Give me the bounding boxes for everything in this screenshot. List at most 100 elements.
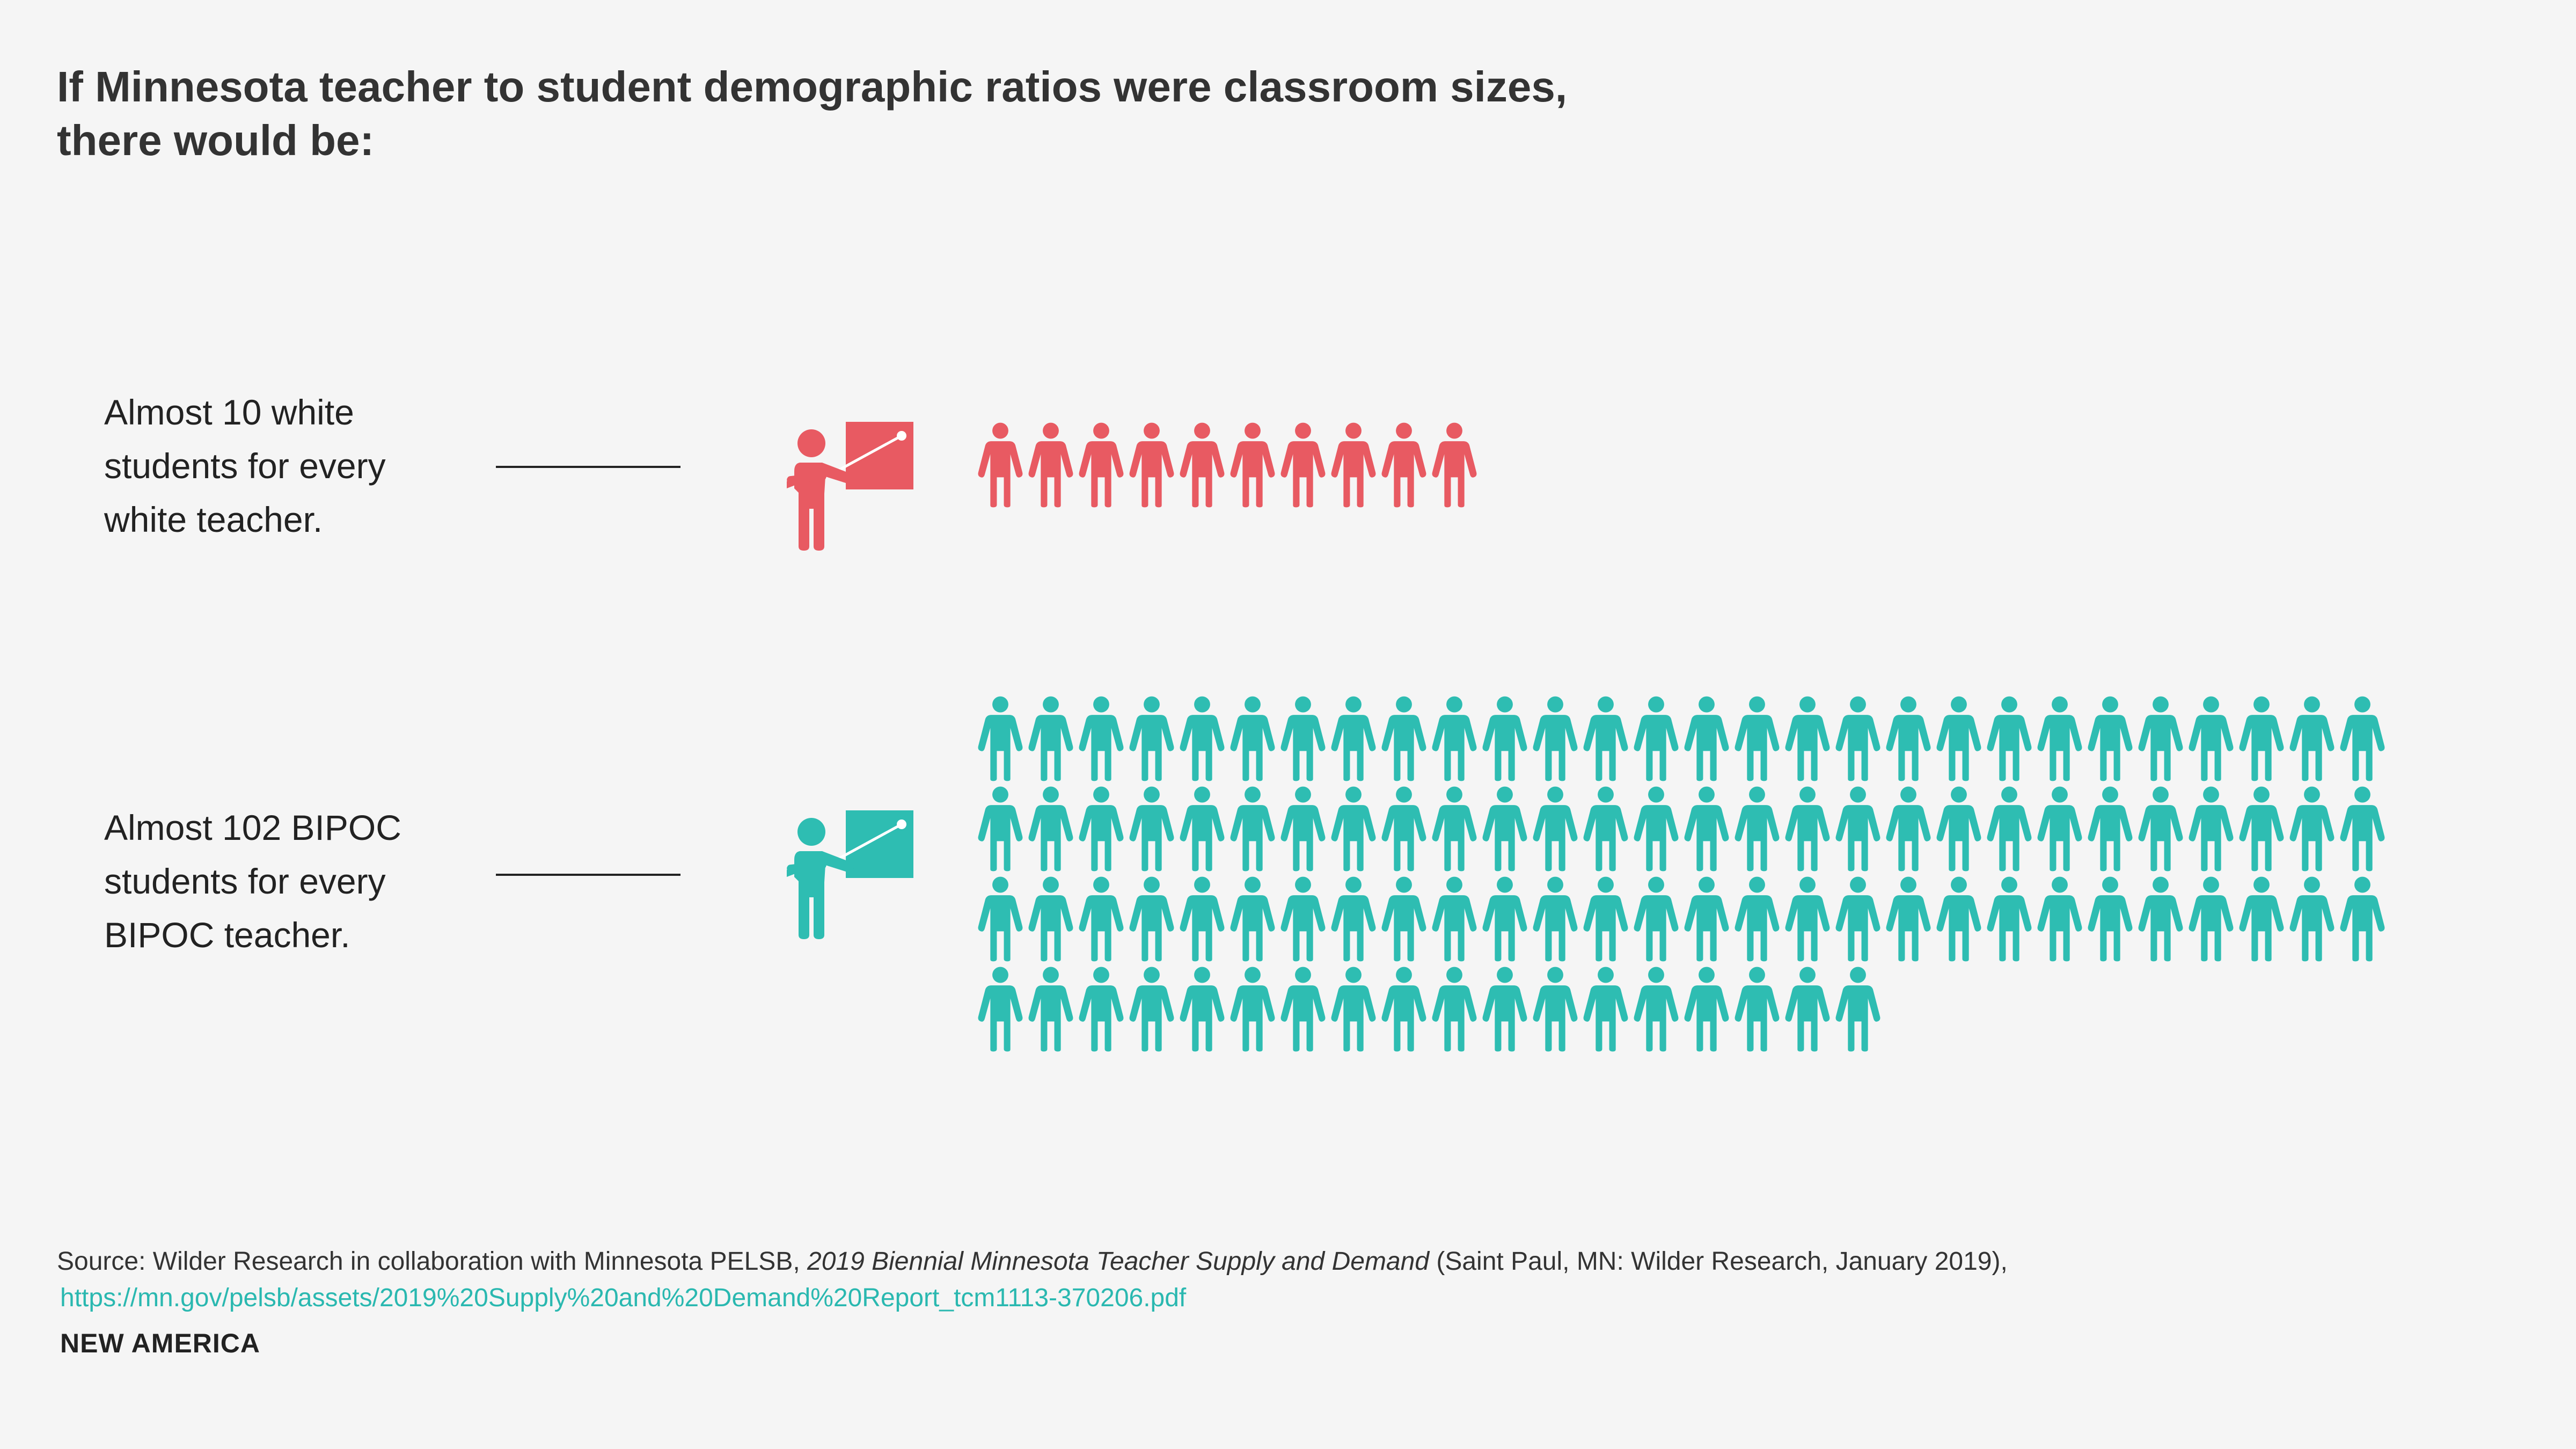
source-citation: Source: Wilder Research in collaboration… <box>57 1244 2008 1279</box>
student-icon <box>978 422 1023 508</box>
student-icon <box>2138 876 2183 962</box>
connector-line-white <box>496 466 680 468</box>
student-icon <box>1381 696 1426 781</box>
student-icon <box>2239 786 2284 872</box>
student-icon <box>1280 876 1326 962</box>
student-icon <box>978 786 1023 872</box>
student-icon <box>1331 876 1376 962</box>
student-icon <box>1634 696 1679 781</box>
student-icon <box>1482 967 1527 1052</box>
student-icons-bipoc <box>978 696 2385 1052</box>
new-america-logo: NEW AMERICA <box>60 1328 261 1358</box>
teacher-icon-bipoc <box>787 810 916 939</box>
student-icon <box>1735 786 1780 872</box>
source-report-title: 2019 Biennial Minnesota Teacher Supply a… <box>807 1247 1430 1276</box>
student-icon <box>1079 876 1124 962</box>
student-icon <box>1180 967 1225 1052</box>
student-icon <box>1785 786 1830 872</box>
student-icon <box>1936 876 1981 962</box>
student-icon <box>1230 422 1275 508</box>
student-icon <box>2189 786 2234 872</box>
student-icon <box>2289 696 2334 781</box>
student-icon <box>1331 422 1376 508</box>
student-icon <box>1381 422 1426 508</box>
student-icon <box>2037 696 2082 781</box>
student-icon <box>2037 876 2082 962</box>
row-label-bipoc: Almost 102 BIPOC students for every BIPO… <box>104 801 401 962</box>
student-icon <box>1735 696 1780 781</box>
student-icon <box>978 876 1023 962</box>
student-icon <box>1230 967 1275 1052</box>
student-icon <box>1180 786 1225 872</box>
student-icon <box>2289 786 2334 872</box>
student-icon <box>1634 786 1679 872</box>
student-icon <box>1936 786 1981 872</box>
student-icon <box>2340 696 2385 781</box>
student-icon <box>1280 696 1326 781</box>
student-icon <box>1079 967 1124 1052</box>
student-icon <box>1280 786 1326 872</box>
student-icon <box>1482 876 1527 962</box>
student-icon <box>2189 696 2234 781</box>
student-icon <box>2340 876 2385 962</box>
student-icon <box>2088 786 2133 872</box>
student-icon <box>1987 876 2032 962</box>
student-icon <box>2239 696 2284 781</box>
student-icon <box>1835 967 1880 1052</box>
student-icon <box>1129 786 1174 872</box>
student-icon <box>1129 876 1174 962</box>
row-label-white-line-3: white teacher. <box>104 500 323 539</box>
student-icon <box>1028 967 1073 1052</box>
student-icon <box>1684 876 1729 962</box>
student-icon <box>1230 696 1275 781</box>
student-icon <box>1381 876 1426 962</box>
student-icon <box>1987 696 2032 781</box>
student-icon <box>1028 422 1073 508</box>
student-icon <box>1735 967 1780 1052</box>
student-icon <box>1533 696 1578 781</box>
student-icon <box>1079 786 1124 872</box>
student-icon <box>1735 876 1780 962</box>
student-icon <box>2239 876 2284 962</box>
student-icon <box>978 967 1023 1052</box>
student-icon <box>1180 422 1225 508</box>
student-icon <box>2189 876 2234 962</box>
student-icon <box>1533 876 1578 962</box>
teacher-icon-white <box>787 422 916 551</box>
title-line-1: If Minnesota teacher to student demograp… <box>57 63 1568 111</box>
student-icon <box>1684 696 1729 781</box>
student-icon <box>1684 786 1729 872</box>
student-icon <box>1381 786 1426 872</box>
student-icon <box>2138 786 2183 872</box>
student-icon <box>1583 967 1628 1052</box>
student-icon <box>1482 786 1527 872</box>
student-icon <box>978 696 1023 781</box>
student-icon <box>1280 967 1326 1052</box>
student-icon <box>1129 696 1174 781</box>
student-icon <box>1785 967 1830 1052</box>
student-icon <box>1634 967 1679 1052</box>
student-icon <box>1835 696 1880 781</box>
student-icons-white <box>978 422 1477 508</box>
student-icon <box>1634 876 1679 962</box>
student-icon <box>1835 786 1880 872</box>
student-icon <box>1381 967 1426 1052</box>
student-icon <box>1684 967 1729 1052</box>
title-line-2: there would be: <box>57 116 375 164</box>
student-icon <box>1583 786 1628 872</box>
row-label-bipoc-line-2: students for every <box>104 861 386 901</box>
student-icon <box>1280 422 1326 508</box>
student-icon <box>1331 696 1376 781</box>
student-icon <box>2088 876 2133 962</box>
student-icon <box>1180 696 1225 781</box>
student-icon <box>1129 422 1174 508</box>
student-icon <box>1482 696 1527 781</box>
student-icon <box>1129 967 1174 1052</box>
student-icon <box>2138 696 2183 781</box>
student-icon <box>1331 786 1376 872</box>
student-icon <box>1432 967 1477 1052</box>
source-link[interactable]: https://mn.gov/pelsb/assets/2019%20Suppl… <box>60 1284 1187 1312</box>
student-icon <box>1886 786 1931 872</box>
row-label-bipoc-line-1: Almost 102 BIPOC <box>104 808 401 847</box>
row-label-white: Almost 10 white students for every white… <box>104 385 386 546</box>
